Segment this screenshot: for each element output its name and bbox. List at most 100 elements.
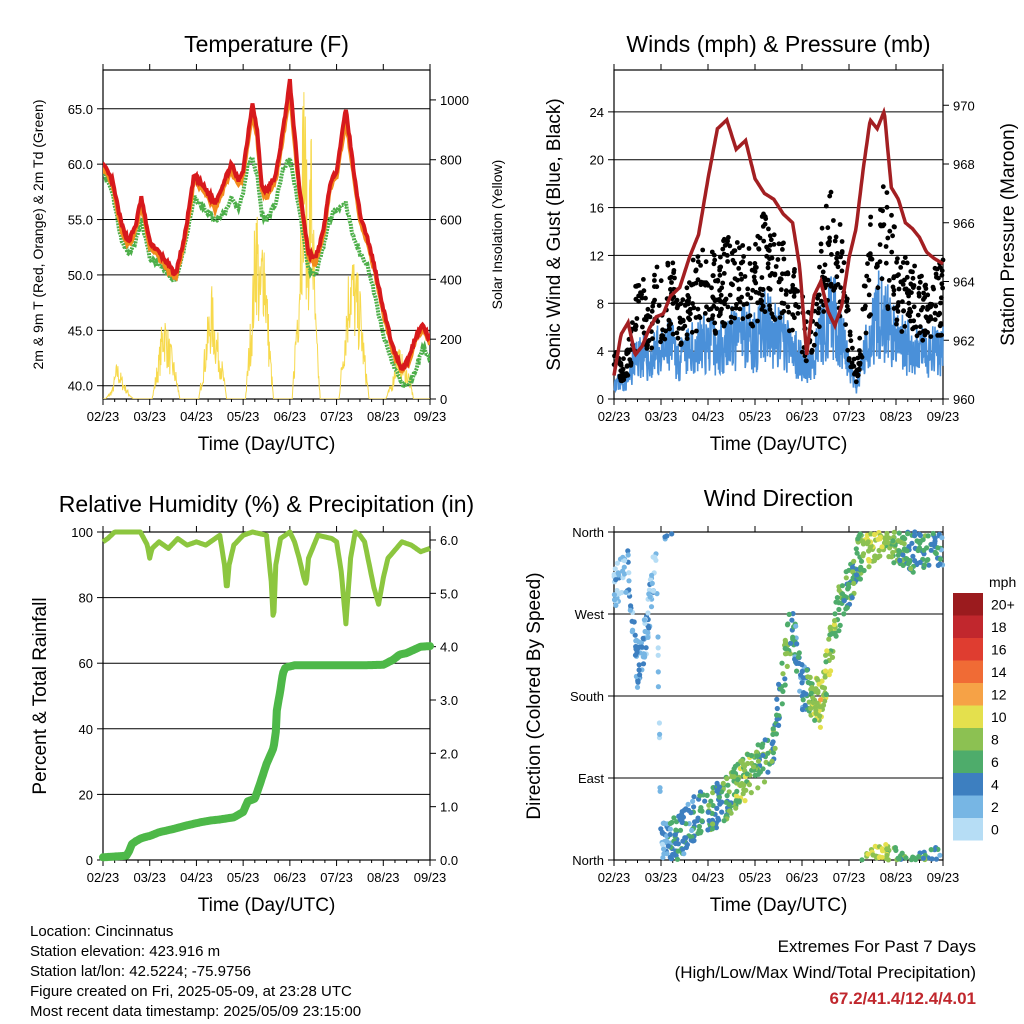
direction-point xyxy=(724,793,730,799)
direction-point xyxy=(803,691,809,697)
direction-point xyxy=(755,785,761,791)
gust-point xyxy=(762,221,768,227)
direction-point xyxy=(724,775,730,782)
x-tick-label: 09/23 xyxy=(414,409,447,424)
direction-point xyxy=(660,855,666,861)
gust-point xyxy=(695,306,701,312)
direction-point xyxy=(933,856,940,862)
gust-point xyxy=(902,286,908,292)
direction-point xyxy=(716,817,722,823)
direction-point xyxy=(920,855,927,861)
y-right-tick-label: 400 xyxy=(440,272,462,287)
direction-point xyxy=(631,619,637,625)
gust-point xyxy=(624,371,629,376)
gust-point xyxy=(771,232,777,238)
gust-point xyxy=(721,271,727,276)
direction-point xyxy=(827,625,833,631)
direction-point xyxy=(755,758,762,764)
direction-point xyxy=(659,841,666,848)
y-tick-label: 40.0 xyxy=(68,379,93,394)
direction-point xyxy=(841,598,847,604)
y-tick-label: 45.0 xyxy=(68,323,93,338)
direction-point xyxy=(699,818,705,824)
direction-point xyxy=(819,684,825,690)
direction-point xyxy=(782,645,788,652)
gust-point xyxy=(894,273,900,279)
dewpoint-line xyxy=(103,154,430,389)
gust-point xyxy=(803,358,809,364)
gust-point xyxy=(818,241,824,247)
direction-point xyxy=(636,667,642,673)
gust-point xyxy=(844,308,849,314)
direction-point xyxy=(676,813,682,819)
direction-point xyxy=(879,854,885,860)
gust-point xyxy=(813,331,818,337)
gust-point xyxy=(755,300,760,306)
direction-point xyxy=(611,592,618,598)
x-tick-label: 07/23 xyxy=(320,409,353,424)
direction-point xyxy=(667,826,674,832)
gust-point xyxy=(932,310,938,316)
direction-point xyxy=(799,706,806,713)
direction-point xyxy=(637,672,643,678)
direction-point xyxy=(748,790,754,796)
direction-point xyxy=(909,540,915,546)
gust-point xyxy=(669,280,674,285)
extremes-subtitle: (High/Low/Max Wind/Total Precipitation) xyxy=(674,963,976,982)
x-tick-label: 07/23 xyxy=(833,870,866,885)
gust-point xyxy=(643,295,648,301)
direction-point xyxy=(640,661,647,667)
gust-point xyxy=(811,342,817,348)
direction-point xyxy=(697,793,703,799)
direction-point xyxy=(843,575,849,581)
gust-point xyxy=(655,319,661,324)
gust-point xyxy=(777,315,783,320)
gust-point xyxy=(715,277,721,283)
gust-point xyxy=(792,267,797,272)
direction-point xyxy=(836,628,842,634)
y-tick-label: 0 xyxy=(86,853,93,868)
colorbar-label: 6 xyxy=(991,754,999,770)
gust-point xyxy=(698,263,703,268)
gust-point xyxy=(923,314,929,320)
y-tick-label: 20 xyxy=(79,787,93,802)
colorbar-swatch xyxy=(953,728,983,751)
gust-point xyxy=(780,271,785,277)
direction-point xyxy=(621,564,627,570)
y-tick-label: West xyxy=(575,607,605,622)
direction-point xyxy=(908,566,914,572)
gust-point xyxy=(624,349,630,355)
gust-point xyxy=(815,292,821,298)
gust-point xyxy=(680,326,686,331)
gust-point xyxy=(684,336,690,342)
direction-point xyxy=(799,680,805,686)
gust-point xyxy=(818,298,824,304)
direction-point xyxy=(797,688,803,694)
gust-point xyxy=(722,243,728,248)
gust-point xyxy=(920,305,926,310)
gust-point xyxy=(908,318,913,324)
direction-point xyxy=(858,558,865,564)
pressure-line xyxy=(612,106,944,376)
gust-point xyxy=(891,275,896,281)
direction-point xyxy=(646,587,653,593)
y-right-tick-label: 6.0 xyxy=(440,533,458,548)
created-text: Figure created on Fri, 2025-05-09, at 23… xyxy=(30,983,352,1000)
gust-point xyxy=(703,259,709,265)
gust-point xyxy=(839,249,845,254)
gust-point xyxy=(676,326,682,331)
direction-point xyxy=(681,851,687,857)
gust-point xyxy=(875,263,880,269)
gust-point xyxy=(738,260,744,266)
colorbar-swatch xyxy=(953,750,983,773)
direction-point xyxy=(829,654,836,661)
gust-point xyxy=(633,296,639,302)
gust-point xyxy=(772,272,778,278)
direction-point xyxy=(860,553,866,559)
colorbar: mph 20+ 18 16 14 12 10 8 6 4 2 0 xyxy=(953,574,1016,841)
gust-point xyxy=(766,248,772,253)
direction-point xyxy=(809,684,815,691)
direction-point xyxy=(849,595,855,601)
gust-point xyxy=(755,318,760,324)
gust-point xyxy=(710,294,716,300)
